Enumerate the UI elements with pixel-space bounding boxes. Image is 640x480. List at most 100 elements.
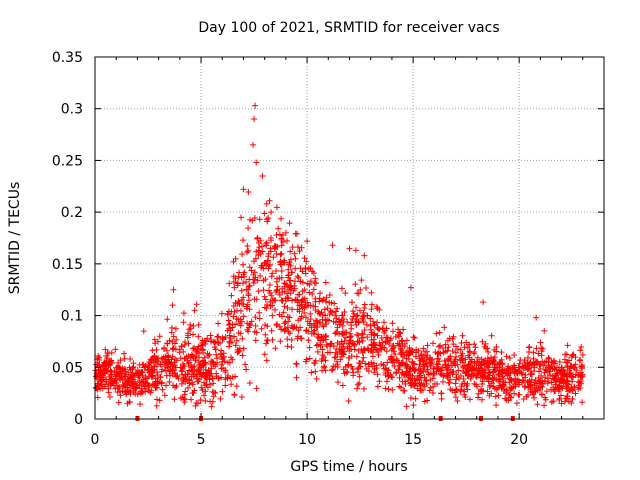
data-point	[190, 323, 197, 329]
data-point	[210, 393, 217, 400]
data-point	[256, 315, 263, 322]
data-point	[439, 378, 446, 385]
data-point	[287, 290, 294, 297]
data-point	[546, 372, 553, 379]
data-point	[347, 337, 354, 344]
data-point	[177, 355, 184, 362]
data-point	[538, 345, 545, 352]
data-point	[437, 342, 444, 349]
data-point	[112, 346, 119, 353]
data-point	[414, 376, 421, 383]
data-point	[480, 387, 487, 394]
data-point	[284, 313, 291, 320]
data-point	[424, 363, 431, 370]
data-point	[383, 378, 390, 385]
data-point	[180, 362, 187, 369]
data-point	[276, 231, 283, 238]
data-point	[298, 335, 305, 342]
data-point	[226, 280, 233, 287]
data-point	[240, 345, 247, 352]
data-point	[338, 346, 345, 353]
data-point	[564, 393, 571, 400]
data-point	[383, 366, 390, 373]
data-point	[444, 372, 451, 379]
data-point	[499, 381, 506, 388]
data-point	[464, 344, 471, 351]
data-point	[541, 359, 548, 366]
data-point	[538, 391, 545, 398]
data-point	[534, 387, 541, 394]
data-point	[427, 376, 434, 383]
data-point	[199, 342, 206, 349]
data-point	[234, 282, 241, 289]
data-point	[426, 387, 433, 394]
data-point	[464, 386, 471, 393]
data-point	[493, 402, 500, 409]
data-point	[521, 384, 528, 391]
data-point	[172, 384, 179, 391]
data-point	[288, 269, 295, 276]
data-point	[271, 244, 278, 251]
data-point	[577, 373, 584, 380]
data-point	[172, 325, 179, 332]
data-point	[357, 286, 364, 293]
data-point	[103, 378, 110, 385]
data-point	[222, 382, 229, 389]
data-point	[412, 395, 419, 402]
data-point	[170, 345, 177, 352]
data-point	[256, 309, 263, 316]
data-point	[281, 320, 288, 327]
data-point	[227, 335, 234, 342]
data-point	[303, 258, 310, 265]
data-point	[381, 329, 388, 336]
data-point	[392, 351, 399, 358]
data-point	[389, 328, 396, 335]
data-point	[252, 337, 259, 344]
data-point	[121, 382, 128, 389]
data-point	[230, 313, 237, 320]
data-point	[296, 308, 303, 315]
data-point	[490, 369, 497, 376]
data-point	[97, 385, 104, 392]
data-point	[427, 384, 434, 391]
data-point	[479, 338, 486, 345]
data-point	[308, 330, 315, 337]
data-point	[533, 314, 540, 321]
data-point	[484, 388, 491, 395]
data-point	[289, 297, 296, 304]
data-point	[504, 386, 511, 393]
data-point	[186, 359, 193, 366]
data-point	[493, 348, 500, 355]
data-point	[527, 359, 534, 366]
data-point	[498, 366, 505, 373]
data-point	[531, 368, 538, 375]
data-point	[266, 197, 273, 204]
data-point	[383, 348, 390, 355]
data-point	[374, 371, 381, 378]
data-point	[142, 385, 149, 392]
data-point	[352, 281, 359, 288]
data-point	[571, 365, 578, 372]
data-point	[286, 220, 293, 227]
data-point	[213, 370, 220, 377]
data-point	[480, 299, 487, 306]
data-point	[212, 390, 219, 397]
data-point	[193, 400, 200, 407]
data-point	[285, 271, 292, 278]
data-point	[194, 375, 201, 382]
data-point	[129, 383, 136, 390]
data-point	[479, 381, 486, 388]
y-axis-label: SRMTID / TECUs	[7, 182, 23, 295]
data-point	[255, 288, 262, 295]
data-point	[161, 358, 168, 365]
data-point	[249, 217, 256, 224]
data-point	[308, 324, 315, 331]
data-point	[500, 375, 506, 382]
data-point	[382, 372, 389, 379]
data-point	[186, 380, 193, 387]
data-point	[172, 355, 179, 362]
data-point	[389, 345, 396, 352]
data-point	[536, 361, 543, 368]
data-point	[398, 370, 405, 377]
